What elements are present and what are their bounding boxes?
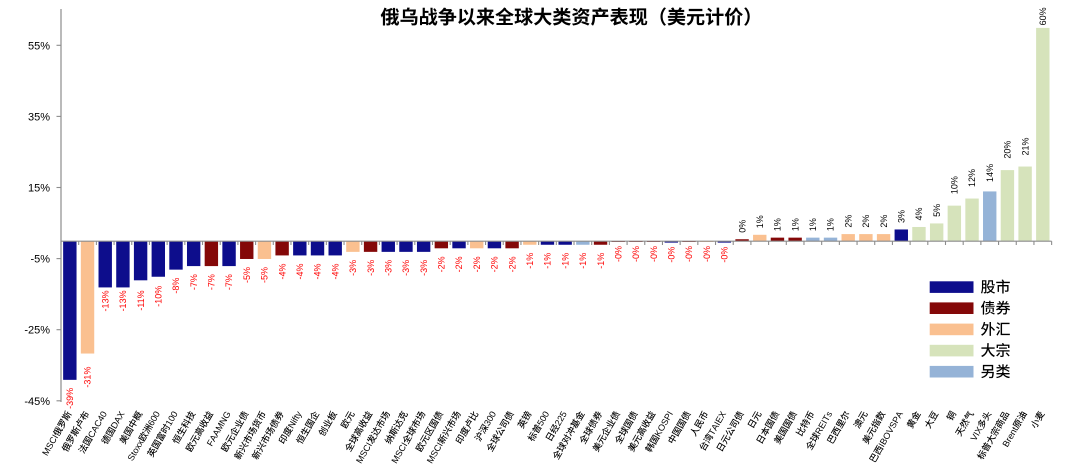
- svg-text:-0%: -0%: [649, 246, 659, 262]
- svg-text:-3%: -3%: [366, 260, 376, 276]
- svg-text:-2%: -2%: [507, 256, 517, 272]
- svg-text:5%: 5%: [932, 204, 942, 217]
- svg-text:-10%: -10%: [154, 286, 164, 307]
- svg-text:3%: 3%: [896, 210, 906, 223]
- svg-text:-25%: -25%: [24, 325, 50, 337]
- svg-text:-4%: -4%: [313, 263, 323, 279]
- svg-text:0%: 0%: [737, 220, 747, 233]
- svg-text:-4%: -4%: [277, 263, 287, 279]
- svg-text:14%: 14%: [985, 164, 995, 182]
- svg-text:-4%: -4%: [295, 263, 305, 279]
- svg-text:1%: 1%: [826, 218, 836, 231]
- svg-text:-4%: -4%: [330, 263, 340, 279]
- svg-text:21%: 21%: [1020, 138, 1030, 156]
- svg-text:1%: 1%: [755, 215, 765, 228]
- svg-text:-1%: -1%: [525, 253, 535, 269]
- svg-text:2%: 2%: [879, 215, 889, 228]
- svg-text:-3%: -3%: [348, 260, 358, 276]
- svg-text:2%: 2%: [843, 215, 853, 228]
- svg-text:-2%: -2%: [472, 256, 482, 272]
- svg-text:1%: 1%: [773, 218, 783, 231]
- svg-text:55%: 55%: [28, 40, 50, 52]
- svg-text:-5%: -5%: [242, 267, 252, 283]
- svg-text:-39%: -39%: [65, 388, 75, 409]
- svg-text:-2%: -2%: [437, 256, 447, 272]
- svg-text:-0%: -0%: [613, 246, 623, 262]
- svg-text:-3%: -3%: [401, 260, 411, 276]
- svg-text:-2%: -2%: [454, 256, 464, 272]
- svg-text:1%: 1%: [808, 218, 818, 231]
- svg-text:60%: 60%: [1038, 7, 1048, 25]
- svg-text:20%: 20%: [1003, 141, 1013, 159]
- svg-text:-1%: -1%: [543, 253, 553, 269]
- svg-text:-1%: -1%: [560, 253, 570, 269]
- svg-text:-45%: -45%: [24, 396, 50, 408]
- svg-text:-2%: -2%: [490, 256, 500, 272]
- svg-text:-1%: -1%: [596, 253, 606, 269]
- svg-text:-13%: -13%: [100, 290, 110, 311]
- svg-text:1%: 1%: [790, 218, 800, 231]
- svg-text:-7%: -7%: [224, 274, 234, 290]
- svg-text:-5%: -5%: [30, 254, 50, 266]
- svg-text:-0%: -0%: [631, 246, 641, 262]
- svg-text:-5%: -5%: [260, 267, 270, 283]
- svg-text:-7%: -7%: [207, 274, 217, 290]
- svg-text:-13%: -13%: [118, 290, 128, 311]
- svg-text:12%: 12%: [967, 169, 977, 187]
- svg-text:2%: 2%: [861, 215, 871, 228]
- svg-text:-3%: -3%: [419, 260, 429, 276]
- svg-text:35%: 35%: [28, 111, 50, 123]
- svg-text:-3%: -3%: [383, 260, 393, 276]
- svg-text:-0%: -0%: [720, 247, 730, 263]
- svg-text:-31%: -31%: [83, 367, 93, 388]
- svg-text:-11%: -11%: [136, 290, 146, 310]
- svg-text:-1%: -1%: [578, 253, 588, 269]
- svg-text:-0%: -0%: [667, 247, 677, 263]
- svg-text:-0%: -0%: [684, 246, 694, 262]
- svg-text:-7%: -7%: [189, 274, 199, 290]
- svg-text:4%: 4%: [914, 207, 924, 220]
- svg-text:10%: 10%: [950, 176, 960, 194]
- svg-text:-0%: -0%: [702, 246, 712, 262]
- svg-text:15%: 15%: [28, 183, 50, 195]
- svg-text:-8%: -8%: [171, 278, 181, 294]
